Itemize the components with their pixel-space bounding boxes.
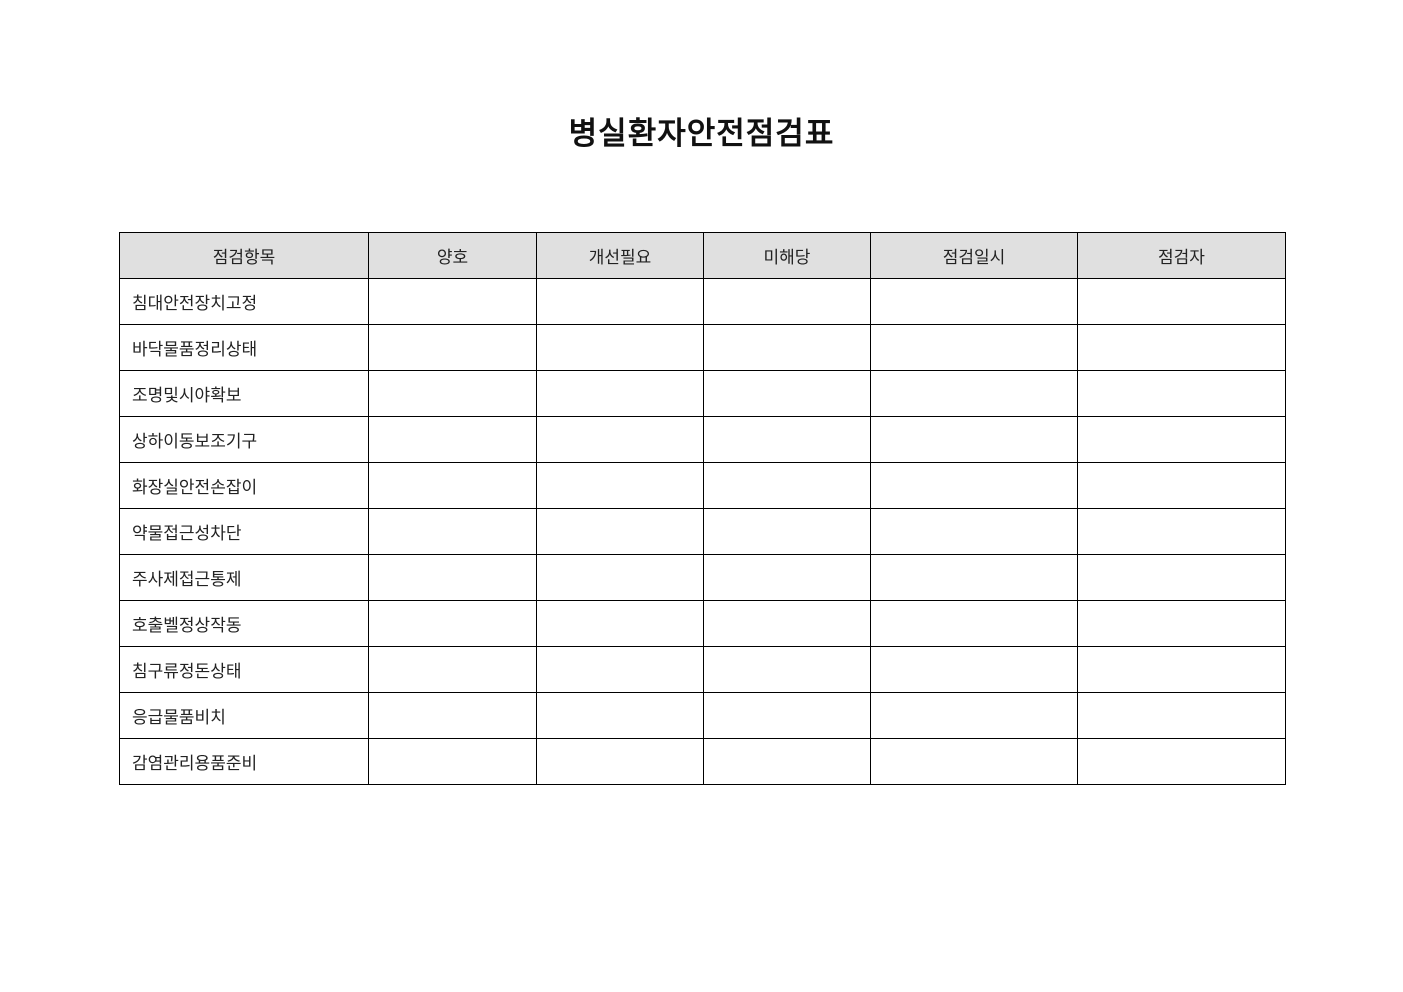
row-item-label: 침대안전장치고정 bbox=[119, 278, 369, 325]
cell-not-applicable[interactable] bbox=[703, 600, 871, 647]
row-item-label: 호출벨정상작동 bbox=[119, 600, 369, 647]
table-row: 주사제접근통제 bbox=[119, 554, 1286, 601]
cell-inspection-datetime[interactable] bbox=[870, 462, 1078, 509]
cell-inspector[interactable] bbox=[1077, 738, 1286, 785]
table-row: 조명및시야확보 bbox=[119, 370, 1286, 417]
cell-not-applicable[interactable] bbox=[703, 554, 871, 601]
row-item-label: 상하이동보조기구 bbox=[119, 416, 369, 463]
table-row: 약물접근성차단 bbox=[119, 508, 1286, 555]
cell-inspector[interactable] bbox=[1077, 554, 1286, 601]
cell-inspection-datetime[interactable] bbox=[870, 600, 1078, 647]
cell-good[interactable] bbox=[368, 508, 537, 555]
column-header-not-applicable: 미해당 bbox=[703, 232, 871, 279]
cell-good[interactable] bbox=[368, 646, 537, 693]
cell-inspector[interactable] bbox=[1077, 370, 1286, 417]
row-item-label: 조명및시야확보 bbox=[119, 370, 369, 417]
cell-not-applicable[interactable] bbox=[703, 646, 871, 693]
page-title: 병실환자안전점검표 bbox=[568, 116, 835, 151]
cell-needs-improvement[interactable] bbox=[536, 462, 704, 509]
row-item-label: 바닥물품정리상태 bbox=[119, 324, 369, 371]
row-item-label: 화장실안전손잡이 bbox=[119, 462, 369, 509]
cell-good[interactable] bbox=[368, 738, 537, 785]
table-row: 감염관리용품준비 bbox=[119, 738, 1286, 785]
cell-inspector[interactable] bbox=[1077, 462, 1286, 509]
table-row: 바닥물품정리상태 bbox=[119, 324, 1286, 371]
cell-inspector[interactable] bbox=[1077, 324, 1286, 371]
cell-good[interactable] bbox=[368, 554, 537, 601]
cell-not-applicable[interactable] bbox=[703, 738, 871, 785]
cell-good[interactable] bbox=[368, 370, 537, 417]
row-item-label: 주사제접근통제 bbox=[119, 554, 369, 601]
column-header-inspection-datetime: 점검일시 bbox=[870, 232, 1078, 279]
table-row: 화장실안전손잡이 bbox=[119, 462, 1286, 509]
column-header-good: 양호 bbox=[368, 232, 537, 279]
cell-needs-improvement[interactable] bbox=[536, 416, 704, 463]
table-row: 호출벨정상작동 bbox=[119, 600, 1286, 647]
cell-needs-improvement[interactable] bbox=[536, 508, 704, 555]
cell-inspector[interactable] bbox=[1077, 646, 1286, 693]
cell-good[interactable] bbox=[368, 416, 537, 463]
table-row: 침대안전장치고정 bbox=[119, 278, 1286, 325]
cell-inspection-datetime[interactable] bbox=[870, 508, 1078, 555]
cell-good[interactable] bbox=[368, 462, 537, 509]
cell-needs-improvement[interactable] bbox=[536, 278, 704, 325]
cell-inspection-datetime[interactable] bbox=[870, 692, 1078, 739]
table-row: 응급물품비치 bbox=[119, 692, 1286, 739]
row-item-label: 약물접근성차단 bbox=[119, 508, 369, 555]
cell-needs-improvement[interactable] bbox=[536, 324, 704, 371]
cell-needs-improvement[interactable] bbox=[536, 646, 704, 693]
cell-not-applicable[interactable] bbox=[703, 278, 871, 325]
header-row: 점검항목 양호 개선필요 미해당 점검일시 점검자 bbox=[119, 232, 1286, 279]
column-header-inspector: 점검자 bbox=[1077, 232, 1286, 279]
cell-not-applicable[interactable] bbox=[703, 370, 871, 417]
cell-inspection-datetime[interactable] bbox=[870, 278, 1078, 325]
cell-inspector[interactable] bbox=[1077, 600, 1286, 647]
cell-good[interactable] bbox=[368, 278, 537, 325]
cell-not-applicable[interactable] bbox=[703, 324, 871, 371]
cell-not-applicable[interactable] bbox=[703, 508, 871, 555]
row-item-label: 침구류정돈상태 bbox=[119, 646, 369, 693]
cell-needs-improvement[interactable] bbox=[536, 370, 704, 417]
cell-needs-improvement[interactable] bbox=[536, 738, 704, 785]
cell-inspection-datetime[interactable] bbox=[870, 416, 1078, 463]
cell-inspector[interactable] bbox=[1077, 508, 1286, 555]
cell-inspection-datetime[interactable] bbox=[870, 324, 1078, 371]
cell-needs-improvement[interactable] bbox=[536, 692, 704, 739]
cell-not-applicable[interactable] bbox=[703, 462, 871, 509]
table-row: 상하이동보조기구 bbox=[119, 416, 1286, 463]
cell-inspection-datetime[interactable] bbox=[870, 738, 1078, 785]
column-header-needs-improvement: 개선필요 bbox=[536, 232, 704, 279]
cell-inspection-datetime[interactable] bbox=[870, 370, 1078, 417]
row-item-label: 감염관리용품준비 bbox=[119, 738, 369, 785]
cell-inspection-datetime[interactable] bbox=[870, 554, 1078, 601]
checklist-body: 침대안전장치고정 바닥물품정리상태 조명및시야확보 bbox=[119, 278, 1286, 785]
cell-needs-improvement[interactable] bbox=[536, 600, 704, 647]
cell-good[interactable] bbox=[368, 324, 537, 371]
cell-not-applicable[interactable] bbox=[703, 416, 871, 463]
checklist-table-container: 점검항목 양호 개선필요 미해당 점검일시 점검자 침대안전장치고정 bbox=[119, 232, 1286, 785]
cell-inspector[interactable] bbox=[1077, 692, 1286, 739]
cell-good[interactable] bbox=[368, 692, 537, 739]
cell-inspector[interactable] bbox=[1077, 278, 1286, 325]
safety-checklist-table: 점검항목 양호 개선필요 미해당 점검일시 점검자 침대안전장치고정 bbox=[119, 232, 1286, 785]
cell-good[interactable] bbox=[368, 600, 537, 647]
cell-inspector[interactable] bbox=[1077, 416, 1286, 463]
cell-needs-improvement[interactable] bbox=[536, 554, 704, 601]
table-row: 침구류정돈상태 bbox=[119, 646, 1286, 693]
cell-inspection-datetime[interactable] bbox=[870, 646, 1078, 693]
row-item-label: 응급물품비치 bbox=[119, 692, 369, 739]
column-header-item: 점검항목 bbox=[119, 232, 369, 279]
cell-not-applicable[interactable] bbox=[703, 692, 871, 739]
